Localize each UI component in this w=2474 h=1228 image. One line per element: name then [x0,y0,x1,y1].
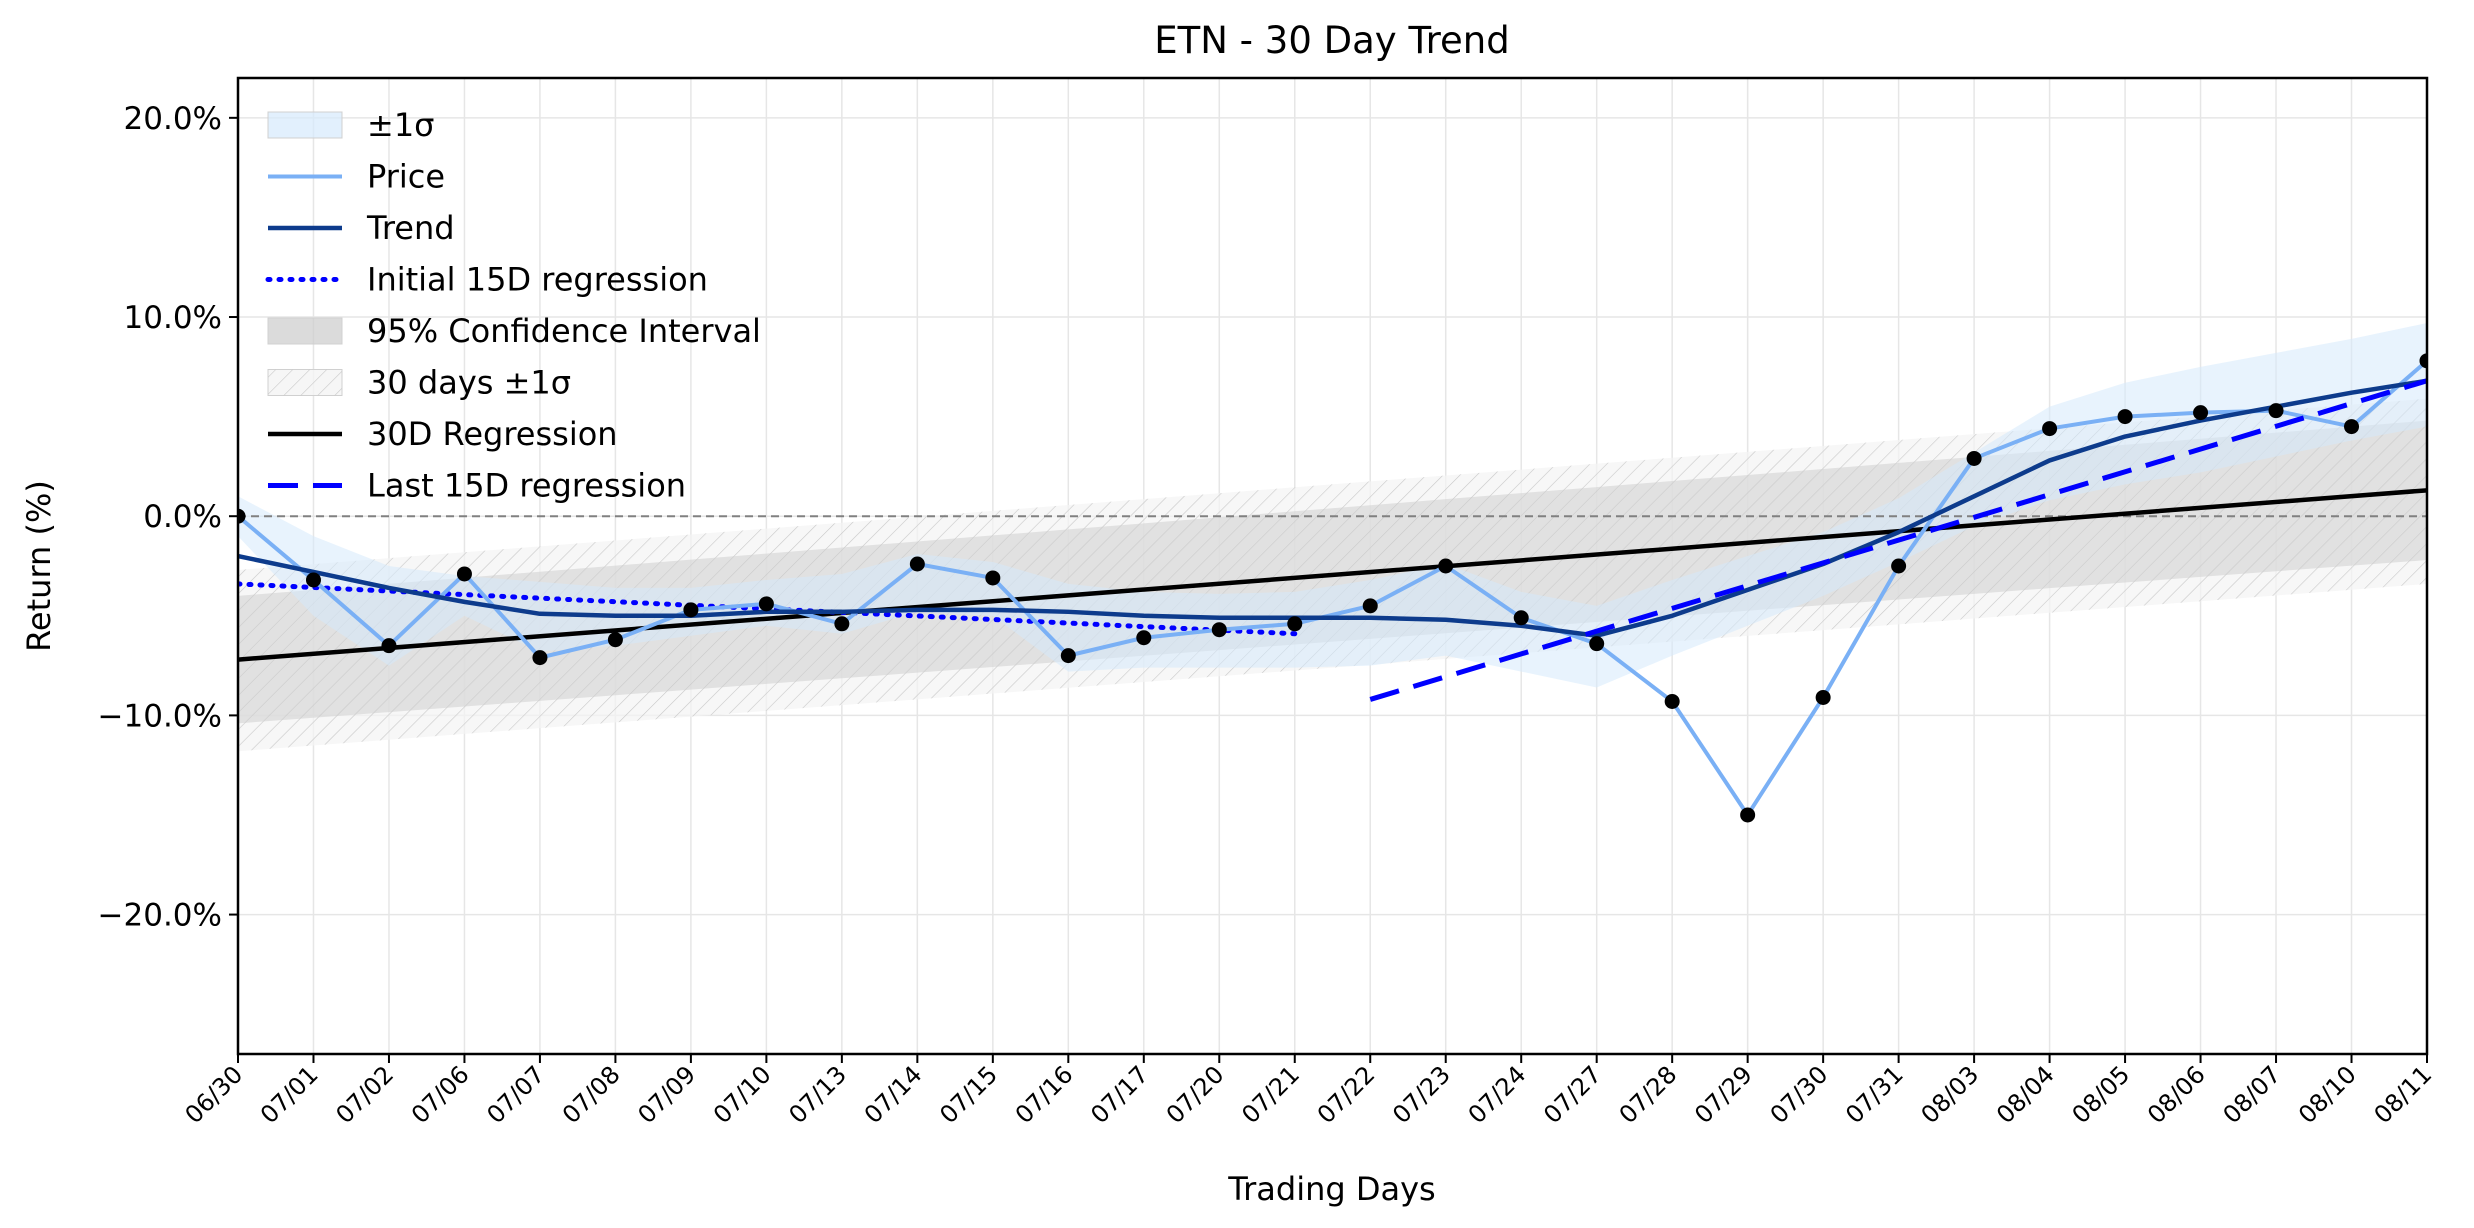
price-point [1664,693,1680,709]
price-point [381,638,397,654]
x-axis-label: Trading Days [1227,1170,1435,1208]
price-point [456,566,472,582]
y-tick-label: 0.0% [143,499,222,535]
price-point [1060,648,1076,664]
legend-label: 30D Regression [367,415,618,453]
price-point [2344,419,2360,435]
series-30d-regression [238,488,2427,662]
series-last-15d-regression [1369,378,2427,702]
price-point [1815,689,1831,705]
legend-label: Price [367,158,445,196]
price-point [2117,409,2133,425]
price-point [1891,558,1907,574]
price-point [1211,622,1227,638]
price-point [2193,405,2209,421]
price-point [683,602,699,618]
legend-label: 95% Confidence Interval [367,312,761,350]
price-point [532,650,548,666]
price-point [1136,630,1152,646]
legend-swatch-hatch [268,369,342,396]
chart-title: ETN - 30 Day Trend [1154,19,1509,62]
price-point [834,616,850,632]
price-point [305,572,321,588]
price-point [1438,558,1454,574]
y-tick-label: 20.0% [124,101,222,137]
legend-label: 30 days ±1σ [367,364,571,402]
price-point [607,632,623,648]
price-point [1287,616,1303,632]
plot-area [238,322,2427,823]
price-point [1513,610,1529,626]
y-tick-label: −20.0% [98,898,222,934]
price-point [758,596,774,612]
plot-frame [236,76,2429,1056]
price-point [985,570,1001,586]
band-confidence-interval [238,420,2427,724]
price-point [1966,450,1982,466]
legend-label: ±1σ [367,106,434,144]
legend-label: Trend [366,209,455,247]
y-tick-label: 10.0% [124,300,222,336]
price-point [1740,807,1756,823]
price-point [1362,598,1378,614]
price-point [2268,403,2284,419]
legend: ±1σ Price Trend Initial 15D regression 95% C… [265,106,761,505]
legend-swatch [267,317,343,345]
legend-label: Last 15D regression [367,467,686,505]
series-trend [238,378,2427,638]
price-point [909,556,925,572]
price-point [1589,636,1605,652]
price-point [2042,421,2058,437]
legend-label: Initial 15D regression [367,261,708,299]
price-point [238,508,246,524]
price-point [2419,353,2427,369]
band-sigma [238,322,2427,688]
y-tick-label: −10.0% [98,698,222,734]
y-axis-label: Return (%) [20,480,58,652]
legend-swatch [267,111,343,139]
series-price [238,359,2427,817]
